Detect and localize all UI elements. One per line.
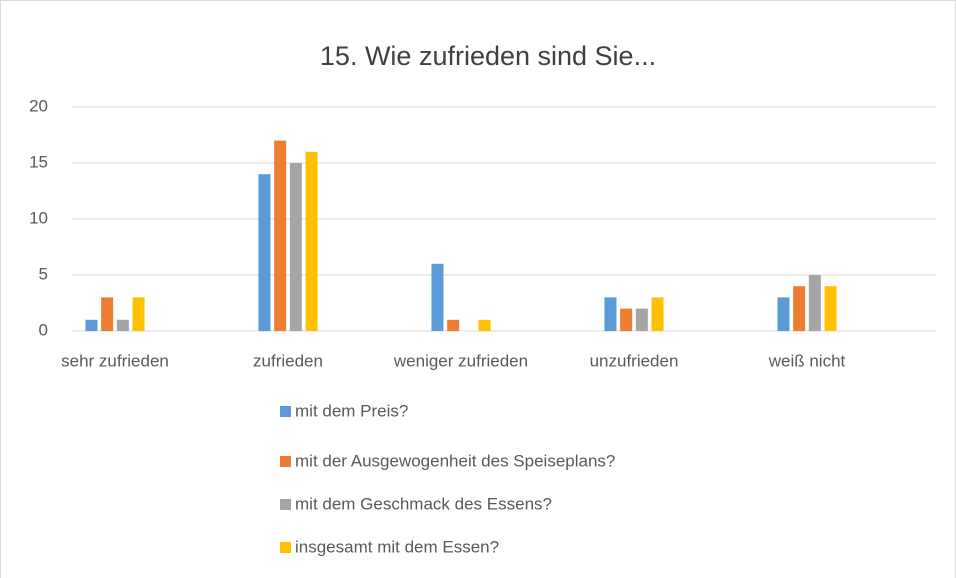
bar	[101, 297, 114, 331]
bar	[305, 151, 318, 331]
bar	[431, 263, 444, 331]
x-tick-label: sehr zufrieden	[61, 351, 169, 370]
x-tick-label: zufrieden	[253, 351, 323, 370]
legend-swatch	[280, 499, 291, 510]
bar	[447, 319, 460, 331]
bar	[824, 286, 837, 331]
y-tick-label: 15	[29, 152, 48, 171]
x-tick-label: weiß nicht	[768, 351, 846, 370]
y-tick-label: 0	[39, 320, 48, 339]
bar	[132, 297, 145, 331]
legend-label: mit der Ausgewogenheit des Speiseplans?	[295, 451, 615, 470]
legend-label: mit dem Geschmack des Essens?	[295, 494, 552, 513]
y-tick-label: 20	[29, 96, 48, 115]
bar	[777, 297, 790, 331]
y-tick-label: 5	[39, 264, 48, 283]
bar	[808, 275, 821, 331]
bar	[85, 319, 98, 331]
bar	[258, 174, 271, 331]
bar	[651, 297, 664, 331]
bar	[793, 286, 806, 331]
x-tick-label: weniger zufrieden	[393, 351, 528, 370]
bar	[289, 163, 302, 331]
chart-title: 15. Wie zufrieden sind Sie...	[320, 41, 656, 71]
y-tick-label: 10	[29, 208, 48, 227]
bar	[116, 319, 129, 331]
bar	[274, 140, 287, 331]
legend-label: insgesamt mit dem Essen?	[295, 537, 499, 556]
bar	[620, 308, 633, 331]
legend-swatch	[280, 406, 291, 417]
legend-swatch	[280, 542, 291, 553]
bar	[635, 308, 648, 331]
bar	[478, 319, 491, 331]
legend-swatch	[280, 456, 291, 467]
x-tick-label: unzufrieden	[590, 351, 679, 370]
legend-label: mit dem Preis?	[295, 401, 408, 420]
bar	[604, 297, 617, 331]
